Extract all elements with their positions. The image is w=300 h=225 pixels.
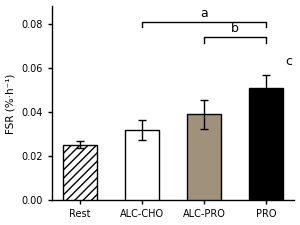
Text: b: b (231, 22, 239, 36)
Y-axis label: FSR (%·h⁻¹): FSR (%·h⁻¹) (6, 73, 16, 134)
Bar (187, 114, 221, 200)
Text: c: c (285, 55, 292, 68)
Bar (249, 88, 284, 200)
Bar (63, 145, 97, 200)
Text: a: a (200, 7, 208, 20)
Bar (125, 130, 159, 200)
